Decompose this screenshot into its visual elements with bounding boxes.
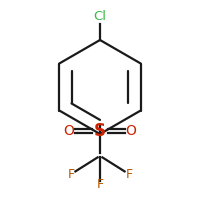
Text: F: F	[67, 168, 75, 182]
Text: F: F	[96, 178, 104, 192]
Text: O: O	[64, 124, 74, 138]
Text: S: S	[94, 122, 106, 140]
Text: O: O	[126, 124, 136, 138]
Text: Cl: Cl	[94, 10, 106, 23]
Text: F: F	[125, 168, 133, 182]
